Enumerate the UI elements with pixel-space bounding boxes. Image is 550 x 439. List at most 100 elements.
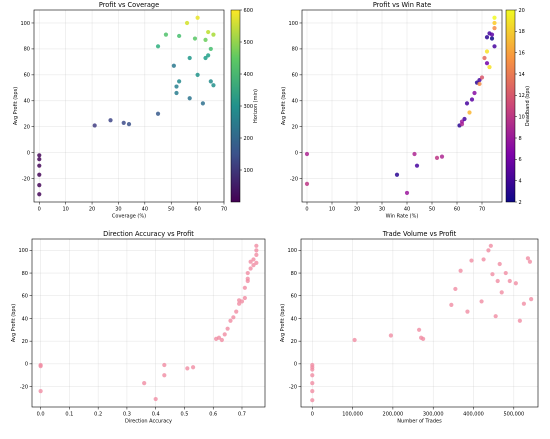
data-point <box>254 243 259 248</box>
x-tick-label: 40 <box>142 207 148 213</box>
chart-direction-accuracy-vs-profit: 0.0 0.1 0.2 0.3 0.4 0.5 0.6 0.7 -20 0 20 40 60 80 100 D… <box>11 230 266 425</box>
data-point <box>254 260 259 265</box>
data-point <box>222 332 227 337</box>
data-point <box>479 75 485 80</box>
y-axis-label: Avg Profit (bps) <box>13 87 19 125</box>
colorbar-tick-label: 600 <box>244 8 254 14</box>
data-point <box>126 122 132 127</box>
data-point <box>37 192 42 197</box>
data-point <box>304 151 310 157</box>
plot-area <box>34 10 224 202</box>
data-point <box>412 151 417 157</box>
data-point <box>211 32 216 37</box>
data-point <box>203 55 208 61</box>
colorbar-tick-label: 18 <box>519 29 525 35</box>
x-tick-label: 0.7 <box>238 412 246 418</box>
data-point <box>211 83 216 88</box>
data-point <box>525 256 531 261</box>
data-point <box>171 63 176 68</box>
data-point <box>153 396 158 402</box>
x-tick-label: 0.0 <box>37 412 45 418</box>
data-point <box>434 155 440 160</box>
data-point <box>251 263 256 268</box>
data-point <box>237 301 242 306</box>
x-tick-label: 0.1 <box>65 412 73 418</box>
y-tick-label: 0 <box>25 362 28 368</box>
data-point <box>187 55 192 61</box>
data-point <box>529 297 534 302</box>
x-tick-label: 40 <box>404 207 410 213</box>
colorbar-tick-label: 12 <box>519 93 525 99</box>
axes-frame <box>31 238 266 408</box>
chart-profit-vs-coverage: 0 10 20 30 40 50 60 70 -20 0 20 40 60 80 100 Profit vs … <box>13 1 259 220</box>
data-point <box>108 118 113 123</box>
colorbar <box>230 9 241 203</box>
colorbar-tick-label: 100 <box>244 168 254 174</box>
data-point <box>37 172 42 177</box>
data-point <box>482 55 487 61</box>
chart-title: Direction Accuracy vs Profit <box>103 230 194 238</box>
x-tick-label: 100,000 <box>342 412 363 418</box>
data-point <box>492 26 497 31</box>
data-point <box>304 181 310 186</box>
colorbar-label: Horizon (min) <box>253 89 259 123</box>
y-tick-label: 0 <box>295 151 298 157</box>
colorbar-tick-label: 300 <box>244 104 254 110</box>
colorbar-tick-label: 4 <box>519 178 522 184</box>
data-point <box>416 327 422 332</box>
data-point <box>177 33 182 39</box>
x-tick-label: 50 <box>429 207 435 213</box>
x-tick-label: 200,000 <box>383 412 404 418</box>
data-point <box>174 90 179 96</box>
x-tick-label: 0 <box>311 412 314 418</box>
colorbar-tick-label: 6 <box>519 157 522 163</box>
y-tick-label: 0 <box>294 362 297 368</box>
y-tick-label: 60 <box>292 73 298 79</box>
data-point <box>488 243 493 248</box>
chart-title: Profit vs Win Rate <box>373 1 431 9</box>
data-point <box>477 81 482 87</box>
data-point <box>469 258 474 263</box>
data-point <box>495 278 500 284</box>
data-point <box>155 44 161 49</box>
data-point <box>487 64 492 70</box>
data-point <box>163 32 169 37</box>
y-tick-label: 60 <box>22 294 28 300</box>
chart-title: Profit vs Coverage <box>99 1 159 9</box>
data-point <box>245 270 250 276</box>
data-point <box>484 35 490 40</box>
y-tick-label: 80 <box>24 47 30 53</box>
data-point <box>486 248 491 253</box>
x-tick-label: 20 <box>354 207 360 213</box>
data-point <box>493 314 498 319</box>
data-point <box>517 318 522 323</box>
data-point <box>37 153 42 158</box>
data-point <box>503 270 508 276</box>
data-point <box>465 309 470 314</box>
data-point <box>507 278 512 284</box>
colorbar-tick-label: 200 <box>244 136 254 142</box>
data-point <box>459 119 465 124</box>
y-axis-label: Avg Profit (bps) <box>281 87 287 125</box>
x-tick-label: 70 <box>479 207 485 213</box>
data-point <box>310 381 315 386</box>
data-point <box>37 183 42 188</box>
x-tick-label: 70 <box>221 207 227 213</box>
x-tick-label: 30 <box>115 207 121 213</box>
colorbar <box>505 9 516 203</box>
data-point <box>121 120 126 125</box>
data-point <box>200 101 205 106</box>
data-point <box>192 36 198 41</box>
colorbar-tick-label: 16 <box>519 50 525 56</box>
data-point <box>177 79 182 84</box>
data-point <box>254 248 259 253</box>
data-point <box>394 172 400 177</box>
data-point <box>484 61 490 66</box>
x-tick-label: 60 <box>454 207 460 213</box>
x-tick-label: 10 <box>62 207 68 213</box>
data-point <box>421 336 426 341</box>
data-point <box>162 362 167 368</box>
x-tick-label: 10 <box>329 207 335 213</box>
y-tick-label: 0 <box>27 151 30 157</box>
